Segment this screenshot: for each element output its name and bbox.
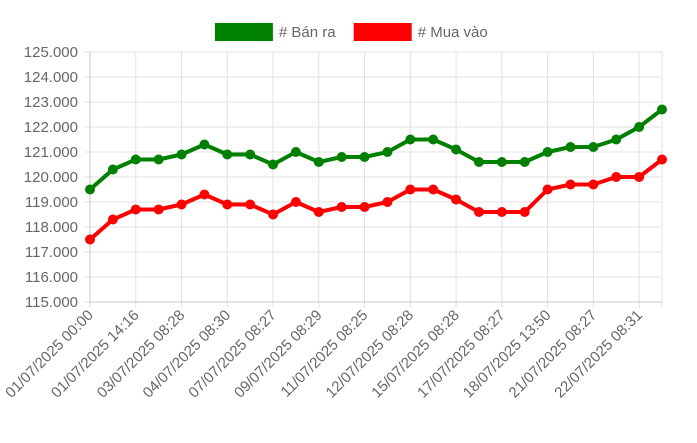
- y-tick-label: 123.000: [24, 94, 78, 111]
- legend-item: # Mua vào: [353, 23, 488, 41]
- legend-swatch: [214, 23, 273, 41]
- y-tick-label: 115.000: [25, 294, 78, 311]
- y-tick-label: 120.000: [24, 169, 78, 186]
- data-point: [85, 234, 95, 245]
- data-point: [222, 199, 233, 210]
- y-axis-ticks: 125.000 124.000 123.000 122.000 121.000 120.0…: [24, 44, 78, 311]
- data-point: [176, 149, 187, 160]
- y-tick-label: 121.000: [24, 144, 78, 161]
- data-point: [336, 202, 347, 212]
- data-point: [382, 147, 393, 157]
- data-point: [153, 204, 164, 215]
- x-tick-label: 22/07/2025 08:31: [551, 307, 646, 402]
- data-point: [290, 197, 301, 207]
- data-point: [588, 179, 599, 190]
- legend-label: # Bán ra: [279, 24, 336, 41]
- data-point: [107, 214, 118, 225]
- data-point: [313, 207, 324, 217]
- data-point: [153, 154, 164, 165]
- y-tick-label: 117.000: [25, 244, 78, 261]
- data-point: [313, 157, 324, 167]
- data-point: [473, 157, 484, 167]
- data-point: [245, 199, 256, 210]
- data-point: [542, 147, 553, 157]
- data-point: [542, 184, 553, 195]
- data-point: [428, 134, 439, 145]
- data-point: [496, 207, 507, 217]
- data-point: [496, 157, 507, 167]
- legend-swatch: [353, 23, 412, 41]
- data-point: [130, 154, 141, 165]
- data-point: [336, 152, 347, 162]
- data-point: [199, 139, 210, 150]
- data-point: [451, 144, 462, 155]
- data-point: [473, 207, 484, 217]
- data-point: [359, 202, 370, 212]
- data-point: [268, 209, 279, 220]
- data-point: [85, 184, 95, 195]
- data-point: [107, 164, 118, 175]
- legend-label: # Mua vào: [418, 24, 488, 41]
- data-point: [588, 142, 599, 152]
- series-ban-ra: [85, 104, 667, 195]
- y-tick-label: 118.000: [25, 219, 78, 236]
- data-point: [428, 184, 439, 195]
- legend-item: # Bán ra: [214, 23, 336, 41]
- data-point: [405, 134, 416, 145]
- series-mua-vao: [85, 154, 667, 245]
- data-point: [199, 189, 210, 200]
- data-point: [222, 149, 233, 160]
- y-tick-label: 125.000: [24, 44, 78, 61]
- data-point: [382, 197, 393, 207]
- y-tick-label: 116.000: [25, 269, 78, 286]
- data-point: [405, 184, 416, 195]
- y-tick-label: 122.000: [24, 119, 78, 136]
- data-point: [359, 152, 370, 162]
- data-point: [634, 172, 645, 182]
- data-point: [611, 134, 622, 145]
- data-point: [519, 207, 530, 217]
- data-point: [565, 179, 576, 190]
- data-point: [657, 104, 667, 115]
- data-point: [611, 172, 622, 182]
- data-point: [130, 204, 141, 215]
- data-point: [245, 149, 256, 160]
- series-layer: [85, 104, 667, 245]
- y-tick-label: 124.000: [24, 69, 78, 86]
- y-tick-label: 119.000: [25, 194, 78, 211]
- data-point: [519, 157, 530, 167]
- data-point: [657, 154, 667, 165]
- data-point: [565, 142, 576, 152]
- legend: # Bán ra # Mua vào: [214, 23, 488, 41]
- data-point: [176, 199, 187, 210]
- grid-lines: [84, 51, 663, 308]
- data-point: [290, 147, 301, 157]
- data-point: [634, 122, 645, 132]
- data-point: [268, 159, 279, 170]
- data-point: [451, 194, 462, 205]
